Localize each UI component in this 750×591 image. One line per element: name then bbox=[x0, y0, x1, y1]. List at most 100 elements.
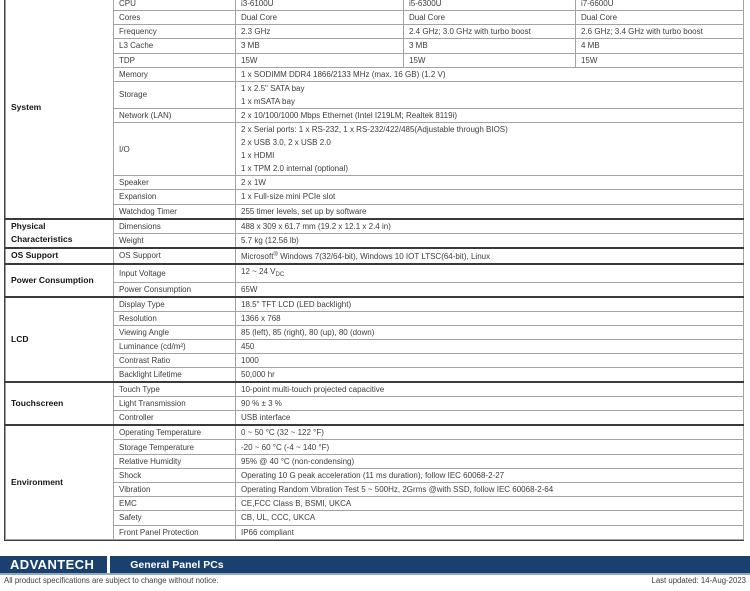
spec-value-cell: Operating 10 G peak acceleration (11 ms … bbox=[235, 467, 744, 484]
spec-value-cell: 2 x 1W bbox=[235, 175, 744, 191]
spec-category-cell: Touchscreen bbox=[5, 381, 114, 426]
spec-row: Memory 1 x SODIMM DDR4 1866/2133 MHz (max… bbox=[6, 66, 744, 82]
spec-value-cell: 450 bbox=[235, 338, 744, 355]
spec-label-cell: Storage bbox=[113, 80, 236, 109]
spec-value-cell: 1 x SODIMM DDR4 1866/2133 MHz (max. 16 G… bbox=[235, 66, 744, 82]
spec-label-cell: OS Support bbox=[113, 246, 236, 264]
spec-row: Storage Temperature -20 ~ 60 °C (-4 ~ 140… bbox=[6, 439, 744, 455]
spec-label-cell: Operating Temperature bbox=[113, 424, 236, 441]
spec-label-cell: Speaker bbox=[113, 175, 236, 191]
spec-row: I/O 2 x Serial ports: 1 x RS-232, 1 x RS-… bbox=[6, 122, 744, 177]
spec-row: Vibration Operating Random Vibration Test… bbox=[6, 481, 744, 498]
spec-label-cell: Luminance (cd/m²) bbox=[113, 338, 236, 355]
spec-row: System CPU i3-6100U i5-6300U i7-6600U bbox=[5, 0, 744, 219]
spec-value-cell: 95% @ 40 °C (non-condensing) bbox=[235, 453, 744, 469]
spec-value-cell: 2.6 GHz; 3.4 GHz with turbo boost bbox=[575, 24, 744, 40]
spec-row: Expansion 1 x Full-size mini PCIe slot bbox=[6, 189, 744, 205]
spec-value-cell: 10-point multi-touch projected capacitiv… bbox=[235, 381, 744, 398]
spec-row: Touchscreen Touch Type 10-point multi-touc… bbox=[5, 381, 744, 426]
spec-category-cell: System bbox=[5, 0, 114, 219]
spec-label-cell: L3 Cache bbox=[113, 38, 236, 54]
spec-row: LCD Display Type 18.5" TFT LCD (LED backli… bbox=[5, 295, 744, 383]
disclaimer-text: All product specifications are subject t… bbox=[4, 576, 219, 585]
spec-row: Cores Dual Core Dual Core Dual Core bbox=[6, 9, 744, 26]
spec-row: Network (LAN) 2 x 10/100/1000 Mbps Ethern… bbox=[6, 107, 744, 124]
spec-label-cell: Expansion bbox=[113, 189, 236, 205]
spec-row: Environment Operating Temperature 0 ~ 50 °… bbox=[5, 424, 744, 540]
spec-label-cell: Dimensions bbox=[113, 217, 236, 234]
spec-row: Backlight Lifetime 50,000 hr bbox=[6, 367, 744, 383]
spec-row: Resolution 1366 x 768 bbox=[6, 310, 744, 326]
spec-category-cell: Physical Characteristics bbox=[5, 217, 114, 248]
spec-value-cell: i5-6300U bbox=[403, 0, 576, 11]
spec-value-cell: 1 x Full-size mini PCIe slot bbox=[235, 189, 744, 205]
spec-label-cell: Display Type bbox=[113, 295, 236, 312]
spec-label-cell: Watchdog Timer bbox=[113, 203, 236, 219]
spec-value-cell: Microsoft® Windows 7(32/64-bit), Windows… bbox=[235, 246, 744, 264]
spec-value-cell: CB, UL, CCC, UKCA bbox=[235, 510, 744, 526]
footer-bar: ADVANTECH General Panel PCs bbox=[0, 556, 750, 575]
spec-value-cell: -20 ~ 60 °C (-4 ~ 140 °F) bbox=[235, 439, 744, 455]
spec-value-cell: 5.7 kg (12.56 lb) bbox=[235, 232, 744, 248]
footer-note: All product specifications are subject t… bbox=[0, 576, 750, 585]
spec-value-cell: CE,FCC Class B, BSMI, UKCA bbox=[235, 496, 744, 512]
spec-label-cell: Storage Temperature bbox=[113, 439, 236, 455]
spec-row: Viewing Angle 85 (left), 85 (right), 80 (… bbox=[6, 324, 744, 340]
spec-label-cell: Front Panel Protection bbox=[113, 524, 236, 540]
spec-label-cell: Touch Type bbox=[113, 381, 236, 398]
spec-row: OS Support OS Support Microsoft® Windows 7… bbox=[5, 246, 744, 264]
spec-value-cell: Operating Random Vibration Test 5 ~ 500H… bbox=[235, 481, 744, 498]
spec-row: EMC CE,FCC Class B, BSMI, UKCA bbox=[6, 496, 744, 512]
spec-label-cell: CPU bbox=[113, 0, 236, 11]
spec-value-cell: 85 (left), 85 (right), 80 (up), 80 (down… bbox=[235, 324, 744, 340]
spec-row: Relative Humidity 95% @ 40 °C (non-conden… bbox=[6, 453, 744, 469]
spec-value-cell: Dual Core bbox=[235, 9, 404, 26]
spec-value-cell: 2 x Serial ports: 1 x RS-232, 1 x RS-232… bbox=[235, 122, 744, 177]
spec-label-cell: Safety bbox=[113, 510, 236, 526]
spec-label-cell: Relative Humidity bbox=[113, 453, 236, 469]
spec-category-cell: Environment bbox=[5, 424, 114, 540]
spec-label-cell: Shock bbox=[113, 467, 236, 484]
spec-row: L3 Cache 3 MB 3 MB 4 MB bbox=[6, 38, 744, 54]
spec-value-cell: 3 MB bbox=[235, 38, 404, 54]
spec-category-cell: OS Support bbox=[5, 246, 114, 264]
spec-label-cell: Backlight Lifetime bbox=[113, 367, 236, 383]
spec-value-cell: 15W bbox=[403, 52, 576, 68]
spec-value-cell: 3 MB bbox=[403, 38, 576, 54]
spec-value-cell: Dual Core bbox=[575, 9, 744, 26]
spec-value-cell: 90 % ± 3 % bbox=[235, 396, 744, 412]
spec-value-cell: 2.4 GHz; 3.0 GHz with turbo boost bbox=[403, 24, 576, 40]
spec-row: Front Panel Protection IP66 compliant bbox=[6, 524, 744, 540]
spec-label-cell: Memory bbox=[113, 66, 236, 82]
spec-label-cell: Viewing Angle bbox=[113, 324, 236, 340]
spec-category-cell: LCD bbox=[5, 295, 114, 383]
spec-value-cell: 488 x 309 x 61.7 mm (19.2 x 12.1 x 2.4 i… bbox=[235, 217, 744, 234]
spec-table-body: System CPU i3-6100U i5-6300U i7-6600U Cores Du… bbox=[5, 0, 744, 540]
spec-value-cell: 2.3 GHz bbox=[235, 24, 404, 40]
spec-label-cell: Weight bbox=[113, 232, 236, 248]
spec-value-cell: i7-6600U bbox=[575, 0, 744, 11]
spec-label-cell: Network (LAN) bbox=[113, 107, 236, 124]
spec-row: Shock Operating 10 G peak acceleration (1… bbox=[6, 467, 744, 484]
spec-value-cell: IP66 compliant bbox=[235, 524, 744, 540]
spec-row: Power Consumption Input Voltage 12 ~ 24 VD… bbox=[5, 262, 744, 297]
spec-value-cell: 15W bbox=[575, 52, 744, 68]
spec-row: Weight 5.7 kg (12.56 lb) bbox=[6, 232, 744, 248]
spec-value-cell: 0 ~ 50 °C (32 ~ 122 °F) bbox=[235, 424, 744, 441]
spec-row: Luminance (cd/m²) 450 bbox=[6, 338, 744, 355]
spec-value-cell: USB interface bbox=[235, 410, 744, 426]
spec-row: Watchdog Timer 255 timer levels, set up b… bbox=[6, 203, 744, 219]
spec-row: Safety CB, UL, CCC, UKCA bbox=[6, 510, 744, 526]
spec-label-cell: Input Voltage bbox=[113, 262, 236, 283]
spec-value-cell: 50,000 hr bbox=[235, 367, 744, 383]
spec-row: Storage 1 x 2.5" SATA bay 1 x mSATA bay bbox=[6, 80, 744, 109]
spec-value-cell: i3-6100U bbox=[235, 0, 404, 11]
last-updated-text: Last updated: 14-Aug-2023 bbox=[651, 576, 746, 585]
spec-value-cell: 2 x 10/100/1000 Mbps Ethernet (Intel I21… bbox=[235, 107, 744, 124]
spec-value-cell: 4 MB bbox=[575, 38, 744, 54]
footer-divider bbox=[107, 556, 111, 573]
spec-row: Controller USB interface bbox=[6, 410, 744, 426]
spec-row: Power Consumption 65W bbox=[6, 281, 744, 297]
spec-label-cell: I/O bbox=[113, 122, 236, 177]
